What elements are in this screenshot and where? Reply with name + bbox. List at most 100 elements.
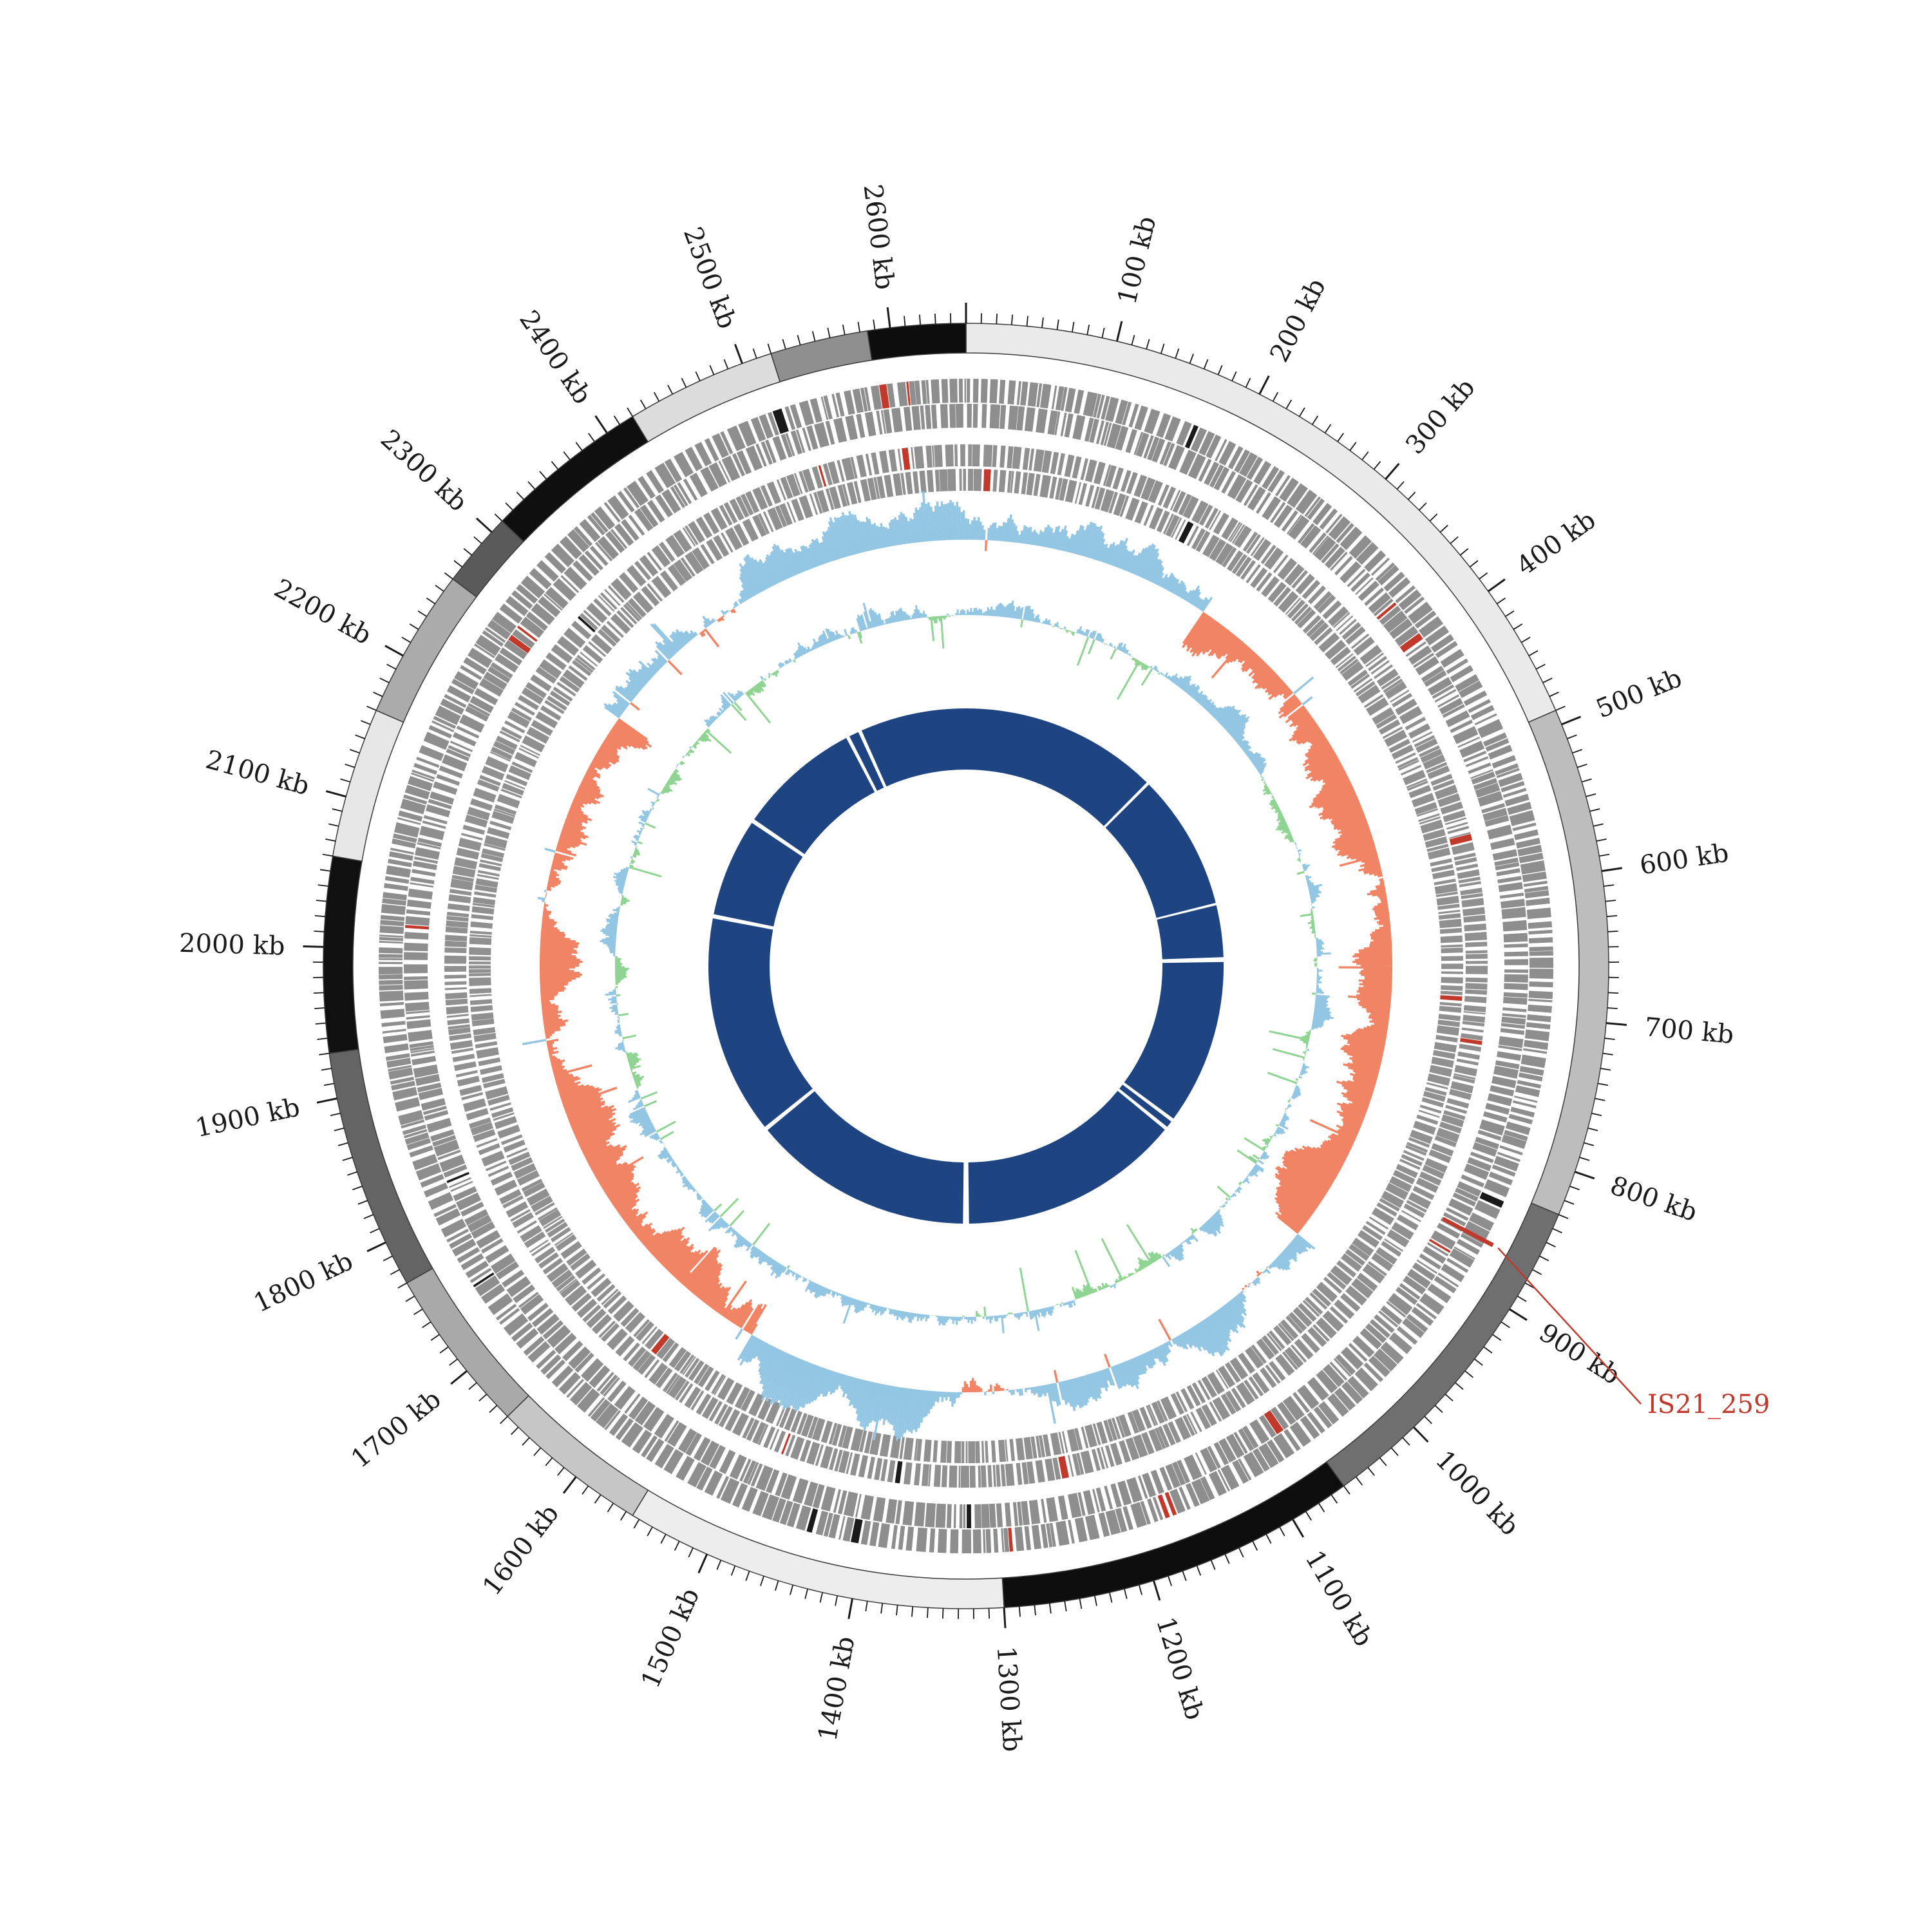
gene-block bbox=[520, 616, 544, 638]
gene-block bbox=[558, 1278, 577, 1294]
signal-bar bbox=[579, 784, 605, 798]
gene-block bbox=[1007, 446, 1014, 469]
signal-bar bbox=[615, 974, 626, 977]
signal-bar bbox=[1253, 1166, 1260, 1172]
gene-block bbox=[461, 833, 483, 840]
signal-bar bbox=[1377, 894, 1387, 898]
signal-bar bbox=[1322, 770, 1346, 784]
signal-bar bbox=[797, 550, 808, 571]
signal-bar bbox=[994, 1386, 997, 1392]
gene-block bbox=[646, 470, 665, 494]
gene-block bbox=[504, 639, 527, 659]
gene-block bbox=[1119, 495, 1130, 517]
gene-block bbox=[925, 379, 930, 404]
gene-block bbox=[444, 966, 466, 972]
minor-tick bbox=[1079, 1598, 1083, 1609]
signal-bar bbox=[672, 1163, 677, 1168]
gene-block bbox=[1105, 397, 1119, 422]
gene-block bbox=[1277, 558, 1298, 580]
minor-tick bbox=[1586, 793, 1596, 797]
signal-bar bbox=[874, 1305, 878, 1311]
signal-bar bbox=[1096, 538, 1106, 561]
signal-bar bbox=[1381, 900, 1388, 904]
gene-block bbox=[1239, 452, 1258, 477]
signal-bar bbox=[1148, 1350, 1157, 1365]
signal-bar bbox=[1267, 680, 1284, 696]
gene-block bbox=[433, 715, 457, 729]
signal-bar bbox=[1242, 745, 1251, 752]
gene-block bbox=[625, 1312, 645, 1333]
minor-tick bbox=[1567, 734, 1577, 739]
gene-block bbox=[1227, 446, 1244, 469]
gene-block bbox=[934, 469, 940, 492]
signal-bar bbox=[734, 701, 743, 712]
scale-label: 1400 kb bbox=[813, 1634, 860, 1743]
signal-bar bbox=[562, 1088, 602, 1104]
gene-block bbox=[416, 757, 440, 768]
gene-block bbox=[1437, 793, 1461, 808]
gene-block bbox=[521, 1179, 543, 1192]
gene-block bbox=[516, 1170, 540, 1186]
signal-bar bbox=[1076, 636, 1090, 666]
minor-tick bbox=[1373, 460, 1381, 470]
signal-bar bbox=[840, 1374, 847, 1390]
signal-bar bbox=[1223, 713, 1240, 729]
signal-bar bbox=[1282, 1160, 1329, 1191]
signal-bar bbox=[1064, 1380, 1073, 1407]
signal-bar bbox=[629, 1065, 636, 1068]
signal-bar bbox=[826, 1289, 830, 1294]
signal-bar bbox=[678, 1250, 708, 1283]
signal-bar bbox=[845, 1376, 853, 1395]
gene-block bbox=[923, 1439, 932, 1462]
gene-block bbox=[565, 1285, 587, 1306]
gene-block bbox=[511, 707, 532, 722]
gene-block bbox=[736, 450, 752, 475]
signal-bar bbox=[1055, 531, 1061, 550]
gene-block bbox=[489, 751, 511, 762]
signal-bar bbox=[1019, 607, 1024, 620]
gene-block bbox=[446, 1171, 469, 1184]
signal-bar bbox=[1287, 705, 1305, 719]
gene-block bbox=[413, 1064, 439, 1078]
signal-bar bbox=[1020, 619, 1023, 628]
gene-block bbox=[448, 745, 471, 757]
signal-bar bbox=[1347, 1097, 1369, 1108]
signal-bar bbox=[1352, 1056, 1381, 1065]
signal-bar bbox=[888, 522, 895, 546]
gene-block bbox=[1068, 1519, 1075, 1544]
gene-block bbox=[510, 1209, 531, 1222]
signal-bar bbox=[1239, 740, 1249, 748]
gene-block bbox=[1405, 1144, 1427, 1156]
signal-bar bbox=[672, 641, 681, 651]
gene-block bbox=[1482, 808, 1508, 822]
signal-bar bbox=[1201, 624, 1224, 653]
gene-block bbox=[484, 627, 506, 643]
gene-block bbox=[582, 1304, 601, 1323]
signal-bar bbox=[1271, 681, 1285, 696]
signal-bar bbox=[597, 750, 618, 764]
signal-bar bbox=[1250, 1170, 1258, 1177]
gene-block bbox=[627, 480, 649, 506]
gene-block bbox=[511, 761, 533, 773]
gene-block bbox=[1340, 1293, 1361, 1312]
signal-bar bbox=[1159, 1345, 1169, 1362]
gene-block bbox=[551, 544, 574, 567]
gene-block bbox=[842, 1517, 855, 1542]
signal-bar bbox=[933, 511, 937, 541]
gene-block bbox=[474, 891, 497, 898]
minor-tick bbox=[1591, 1112, 1602, 1117]
signal-bar bbox=[938, 506, 943, 541]
signal-bar bbox=[1079, 630, 1083, 635]
gene-block bbox=[992, 1464, 996, 1487]
signal-bar bbox=[612, 726, 646, 750]
signal-bar bbox=[750, 1248, 759, 1259]
signal-bar bbox=[597, 1163, 629, 1183]
signal-bar bbox=[704, 1209, 714, 1218]
gene-block bbox=[526, 1188, 550, 1206]
gene-block bbox=[1441, 971, 1463, 974]
gene-block bbox=[846, 482, 858, 505]
signal-bar bbox=[1265, 676, 1280, 690]
signal-bar bbox=[1321, 1143, 1348, 1158]
signal-bar bbox=[541, 1003, 556, 1007]
gene-block bbox=[1419, 1171, 1442, 1186]
